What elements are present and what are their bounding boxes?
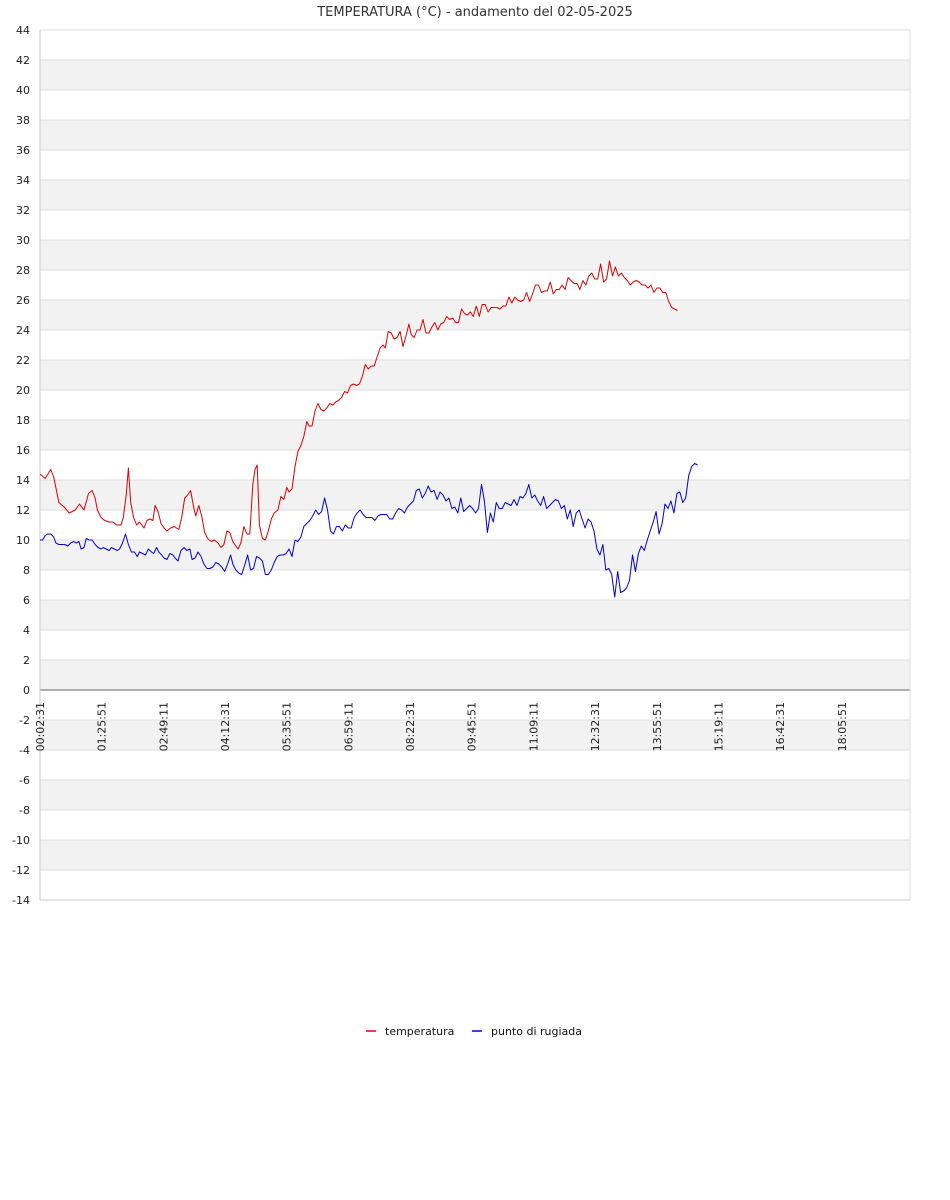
series-lines xyxy=(39,260,698,598)
legend: temperatura punto di rugiada xyxy=(366,1025,582,1038)
grid-band xyxy=(40,660,910,690)
legend-label: temperatura xyxy=(385,1025,454,1038)
y-tick-label: 18 xyxy=(16,414,30,427)
y-tick-label: -6 xyxy=(19,774,30,787)
grid-band xyxy=(40,480,910,510)
y-tick-label: 30 xyxy=(16,234,30,247)
y-tick-label: 36 xyxy=(16,144,30,157)
series-line-temperatura xyxy=(39,260,678,550)
x-tick-label: 12:32:31 xyxy=(589,702,602,751)
y-tick-label: 34 xyxy=(16,174,30,187)
grid-band xyxy=(40,780,910,810)
y-axis-tick-labels: 4442403836343230282624222018161412108642… xyxy=(12,24,30,907)
y-tick-label: 26 xyxy=(16,294,30,307)
series-line-punto-di-rugiada xyxy=(40,463,698,598)
y-tick-label: 2 xyxy=(23,654,30,667)
x-axis-tick-labels: 00:02:31 01:25:51 02:49:11 04:12:31 05:35:51… xyxy=(34,702,849,751)
x-tick-label: 11:09:11 xyxy=(527,702,540,751)
y-tick-label: -4 xyxy=(19,744,30,757)
y-tick-label: 6 xyxy=(23,594,30,607)
y-tick-label: 0 xyxy=(23,684,30,697)
grid-band xyxy=(40,360,910,390)
grid-band xyxy=(40,240,910,270)
y-tick-label: 32 xyxy=(16,204,30,217)
grid-band xyxy=(40,300,910,330)
grid-band xyxy=(40,60,910,90)
y-tick-label: 40 xyxy=(16,84,30,97)
x-tick-label: 04:12:31 xyxy=(219,702,232,751)
y-tick-label: -10 xyxy=(12,834,30,847)
x-tick-label: 18:05:51 xyxy=(836,702,849,751)
y-tick-label: -14 xyxy=(12,894,30,907)
x-tick-label: 01:25:51 xyxy=(96,702,109,751)
y-tick-label: 28 xyxy=(16,264,30,277)
x-tick-label: 05:35:51 xyxy=(281,702,294,751)
y-tick-label: 20 xyxy=(16,384,30,397)
grid-band xyxy=(40,180,910,210)
y-tick-label: 12 xyxy=(16,504,30,517)
y-tick-label: 14 xyxy=(16,474,30,487)
x-tick-label: 06:59:11 xyxy=(342,702,355,751)
axes xyxy=(39,30,911,901)
y-tick-label: 16 xyxy=(16,444,30,457)
y-tick-label: 24 xyxy=(16,324,30,337)
grid-band xyxy=(40,540,910,570)
grid-band xyxy=(40,600,910,630)
grid-band xyxy=(40,720,910,750)
grid-band xyxy=(40,120,910,150)
x-tick-label: 00:02:31 xyxy=(34,702,47,751)
x-tick-label: 08:22:31 xyxy=(404,702,417,751)
y-tick-label: 42 xyxy=(16,54,30,67)
legend-label: punto di rugiada xyxy=(491,1025,582,1038)
y-tick-label: -12 xyxy=(12,864,30,877)
x-tick-label: 15:19:11 xyxy=(712,702,725,751)
y-tick-label: 4 xyxy=(23,624,30,637)
y-tick-label: 22 xyxy=(16,354,30,367)
grid-band xyxy=(40,420,910,450)
x-tick-label: 02:49:11 xyxy=(157,702,170,751)
gridlines xyxy=(40,29,910,901)
y-tick-label: 44 xyxy=(16,24,30,37)
x-tick-label: 13:55:51 xyxy=(651,702,664,751)
x-tick-label: 16:42:31 xyxy=(774,702,787,751)
plot-background-bands xyxy=(40,60,910,870)
y-tick-label: -8 xyxy=(19,804,30,817)
y-tick-label: 8 xyxy=(23,564,30,577)
chart-title: TEMPERATURA (°C) - andamento del 02-05-2… xyxy=(316,5,633,20)
grid-band xyxy=(40,840,910,870)
x-tick-label: 09:45:51 xyxy=(466,702,479,751)
y-tick-label: 10 xyxy=(16,534,30,547)
y-tick-label: 38 xyxy=(16,114,30,127)
y-tick-label: -2 xyxy=(19,714,30,727)
